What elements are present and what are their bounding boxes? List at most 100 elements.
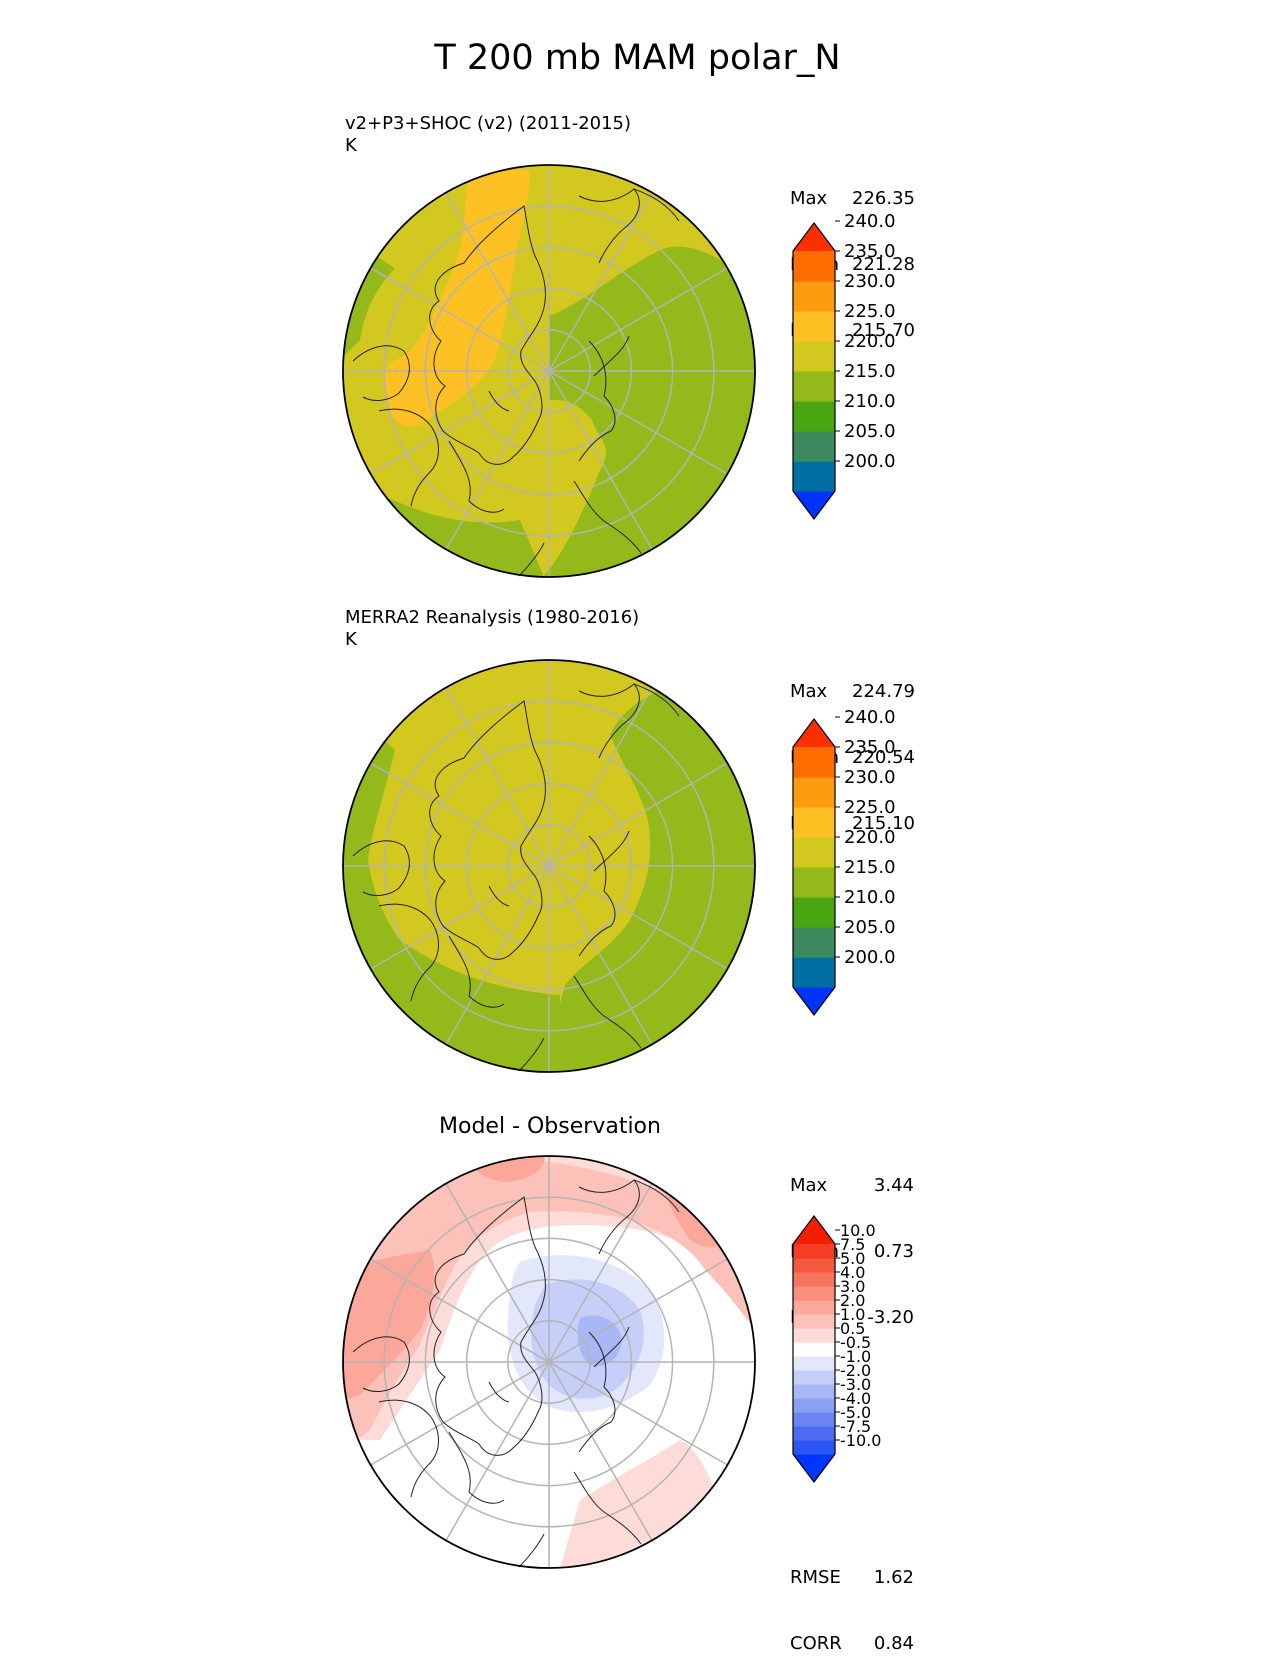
colorbar-tick-label: -0.5: [840, 1333, 871, 1352]
colorbar-tick-label: -5.0: [840, 1403, 871, 1422]
colorbar-tick-label: 240.0: [844, 707, 896, 728]
colorbar-bin: [793, 251, 835, 282]
map-boundary: [342, 1155, 756, 1569]
colorbar-tick-label: 240.0: [844, 211, 896, 232]
colorbar-tick-label: 225.0: [844, 797, 896, 818]
coastline: [488, 1381, 510, 1403]
panel3-metrics: RMSE 1.62 CORR 0.84: [790, 1567, 914, 1654]
colorbar-bin: [793, 401, 835, 432]
coastlines: [352, 188, 680, 577]
map-test-region-low: [540, 246, 755, 577]
colorbar-tick-label: 200.0: [844, 947, 896, 968]
map-0-overlay: [342, 164, 756, 578]
colorbar-bin: [793, 1398, 835, 1413]
colorbar-bin: [793, 747, 835, 778]
colorbar-bin: [793, 777, 835, 808]
colorbar-extend-max: [793, 223, 835, 251]
colorbar-reference: 200.0 205.0 210.0 215.0 220.0 225.0 230.0 235.0…: [792, 707, 896, 1016]
colorbar-test: 200.0 205.0 210.0 215.0 220.0 225.0 230.0 235.0…: [792, 211, 896, 520]
coastline: [488, 390, 510, 412]
colorbar-tick-label: 200.0: [844, 451, 896, 472]
panel1-title: v2+P3+SHOC (v2) (2011-2015) K: [345, 113, 632, 156]
colorbar-tick-label: 7.5: [840, 1235, 865, 1254]
colorbar-tick-label: -2.0: [840, 1361, 871, 1380]
figure-title: T 200 mb MAM polar_N: [434, 38, 841, 78]
colorbar-tick-label: -7.5: [840, 1417, 871, 1436]
colorbar-tick-label: 215.0: [844, 857, 896, 878]
coastline: [448, 935, 505, 1008]
colorbar-tick-label: 3.0: [840, 1277, 865, 1296]
colorbar-tick-label: 210.0: [844, 887, 896, 908]
colorbar-bin: [793, 897, 835, 928]
colorbar-tick-label: 205.0: [844, 917, 896, 938]
colorbar-tick-label: 235.0: [844, 241, 896, 262]
coastline: [573, 975, 642, 1049]
colorbar-bin: [793, 1440, 835, 1455]
colorbar-bin: [793, 431, 835, 462]
colorbar-tick-label: 10.0: [840, 1221, 876, 1240]
map-test-region-warm: [384, 170, 530, 427]
colorbar-tick-label: 235.0: [844, 737, 896, 758]
coastline: [518, 542, 545, 577]
colorbar-bin: [793, 1328, 835, 1343]
coastlines: [352, 1179, 680, 1568]
colorbar-bin: [793, 1356, 835, 1371]
colorbar-bin: [793, 807, 835, 838]
colorbar-bin: [793, 1258, 835, 1273]
colorbar-tick-label: 5.0: [840, 1249, 865, 1268]
colorbar-tick-label: 210.0: [844, 391, 896, 412]
colorbar-bin: [793, 1272, 835, 1287]
coastline: [352, 840, 410, 896]
map-1-overlay: [342, 659, 756, 1073]
colorbar-diff: -10.0-7.5-5.0-4.0-3.0-2.0-1.0-0.50.51.02…: [792, 1215, 881, 1483]
map-2-overlay: [342, 1155, 756, 1569]
colorbar-bin: [793, 341, 835, 372]
colorbar-outline: [792, 1215, 836, 1483]
coastline: [352, 345, 410, 401]
coastline: [518, 1533, 545, 1568]
graticule-meridian: [370, 267, 728, 475]
colorbar-tick-label: 1.0: [840, 1305, 865, 1324]
colorbar-bin: [793, 1384, 835, 1399]
coastline: [593, 335, 630, 377]
colorbar-tick-label: 2.0: [840, 1291, 865, 1310]
colorbar-extend-min: [793, 987, 835, 1015]
coastline: [352, 1336, 410, 1392]
colorbar-tick-label: 220.0: [844, 331, 896, 352]
colorbar-extend-max: [793, 1216, 835, 1244]
coastline: [578, 1179, 640, 1255]
coastline: [573, 480, 642, 554]
map-boundary: [342, 164, 756, 578]
coastline: [573, 1471, 642, 1545]
colorbar-bin: [793, 371, 835, 402]
coastline: [378, 1399, 439, 1498]
colorbar-tick-label: 4.0: [840, 1263, 865, 1282]
colorbar-bin: [793, 1300, 835, 1315]
coastline: [578, 188, 640, 264]
colorbar-tick-label: -3.0: [840, 1375, 871, 1394]
colorbar-bin: [793, 867, 835, 898]
colorbar-bin: [793, 1286, 835, 1301]
colorbar-extend-max: [793, 719, 835, 747]
colorbar-tick-label: -10.0: [840, 1431, 881, 1450]
graticule-meridian: [370, 762, 728, 970]
panel3-title: Model - Observation: [439, 1114, 661, 1139]
colorbar-bin: [793, 1342, 835, 1357]
coastline: [378, 903, 439, 1002]
colorbar-outline: [792, 718, 836, 1016]
map-boundary: [342, 659, 756, 1073]
coastline: [593, 830, 630, 872]
colorbar-tick-label: -1.0: [840, 1347, 871, 1366]
coastline: [448, 1431, 505, 1504]
colorbar-tick-label: 230.0: [844, 271, 896, 292]
coastline: [429, 205, 546, 465]
coastline: [429, 1196, 546, 1456]
coastline: [488, 885, 510, 907]
colorbar-bin: [793, 927, 835, 958]
colorbar-tick-label: 230.0: [844, 767, 896, 788]
colorbar-bin: [793, 1412, 835, 1427]
colorbar-tick-label: -4.0: [840, 1389, 871, 1408]
coastline: [378, 408, 439, 507]
panel2-title: MERRA2 Reanalysis (1980-2016) K: [345, 607, 640, 650]
